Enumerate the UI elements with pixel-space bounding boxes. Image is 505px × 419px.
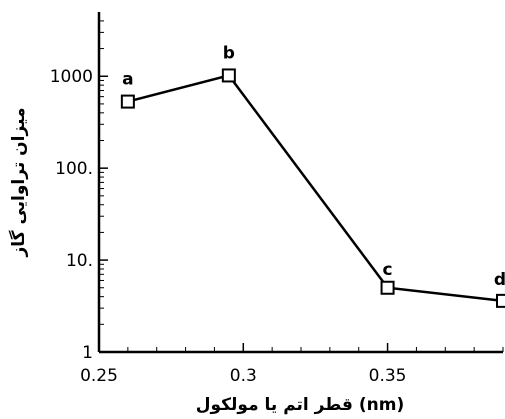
y-axis-title: میزان تراوایی گاز	[8, 107, 29, 257]
data-point-label: c	[383, 260, 393, 280]
data-point-label: b	[223, 43, 235, 63]
x-tick-label: 0.3	[230, 366, 257, 386]
data-point-marker	[221, 68, 236, 83]
data-point-marker	[496, 293, 505, 308]
data-point-marker	[380, 280, 395, 295]
x-tick-label: 0.35	[369, 366, 407, 386]
y-tick-label: 1000	[50, 67, 93, 87]
series-layer: a b c d	[120, 43, 505, 308]
y-tick-label: 10.	[66, 251, 93, 271]
y-ticks: 1 10. 100. 1000	[50, 20, 108, 363]
y-tick-label: 1	[82, 343, 93, 363]
y-tick-label: 100.	[55, 159, 93, 179]
data-point-label: a	[122, 70, 133, 90]
plot-frame-group	[97, 12, 503, 354]
x-axis-title: قطر اتم یا مولکول (nm)	[196, 395, 404, 415]
x-ticks: 0.25 0.3 0.35	[80, 343, 504, 386]
series-line	[127, 74, 504, 303]
x-tick-label: 0.25	[80, 366, 118, 386]
data-point-label: d	[494, 270, 505, 290]
data-point-marker	[120, 94, 135, 109]
